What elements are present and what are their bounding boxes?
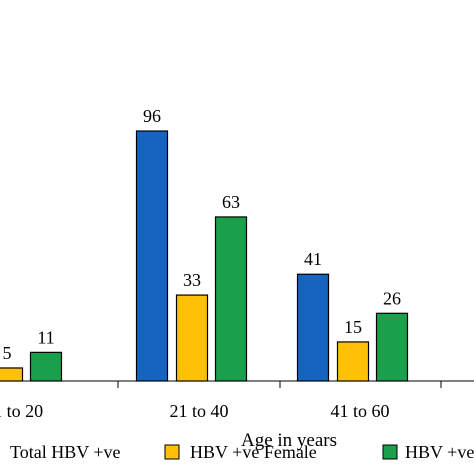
- legend-label: HBV +ve Male: [405, 442, 474, 462]
- data-label: 33: [183, 270, 201, 290]
- legend-label: Total HBV +ve: [10, 442, 121, 462]
- bar: [336, 341, 370, 382]
- data-label: 15: [344, 317, 362, 337]
- x-axis-title: Age in years: [241, 430, 337, 451]
- data-label: 63: [222, 192, 240, 212]
- data-label: 26: [383, 288, 401, 308]
- legend: Total HBV +ve HBV +ve Female HBV +ve Male: [10, 442, 474, 462]
- bar: [29, 351, 63, 382]
- category-label: 21 to 40: [169, 401, 228, 421]
- data-labels-layer: 5 11 96 33 63 41 15 26: [3, 106, 402, 363]
- legend-swatch: [382, 444, 398, 460]
- category-labels-layer: 11 to 20 21 to 40 41 to 60: [0, 401, 390, 421]
- bar: [214, 216, 248, 382]
- bar: [135, 130, 169, 382]
- category-ticks-layer: [117, 381, 442, 388]
- legend-label: HBV +ve Female: [190, 442, 317, 462]
- bar: [175, 294, 209, 382]
- bar: [375, 312, 409, 382]
- data-label: 11: [37, 327, 54, 347]
- data-label: 41: [304, 249, 322, 269]
- bars-layer: [0, 130, 409, 382]
- bar: [0, 367, 24, 382]
- category-label: 41 to 60: [330, 401, 389, 421]
- data-label: 96: [143, 106, 161, 126]
- data-label: 5: [3, 343, 12, 363]
- category-label: 11 to 20: [0, 401, 43, 421]
- bar: [296, 273, 330, 382]
- legend-swatch: [164, 444, 180, 460]
